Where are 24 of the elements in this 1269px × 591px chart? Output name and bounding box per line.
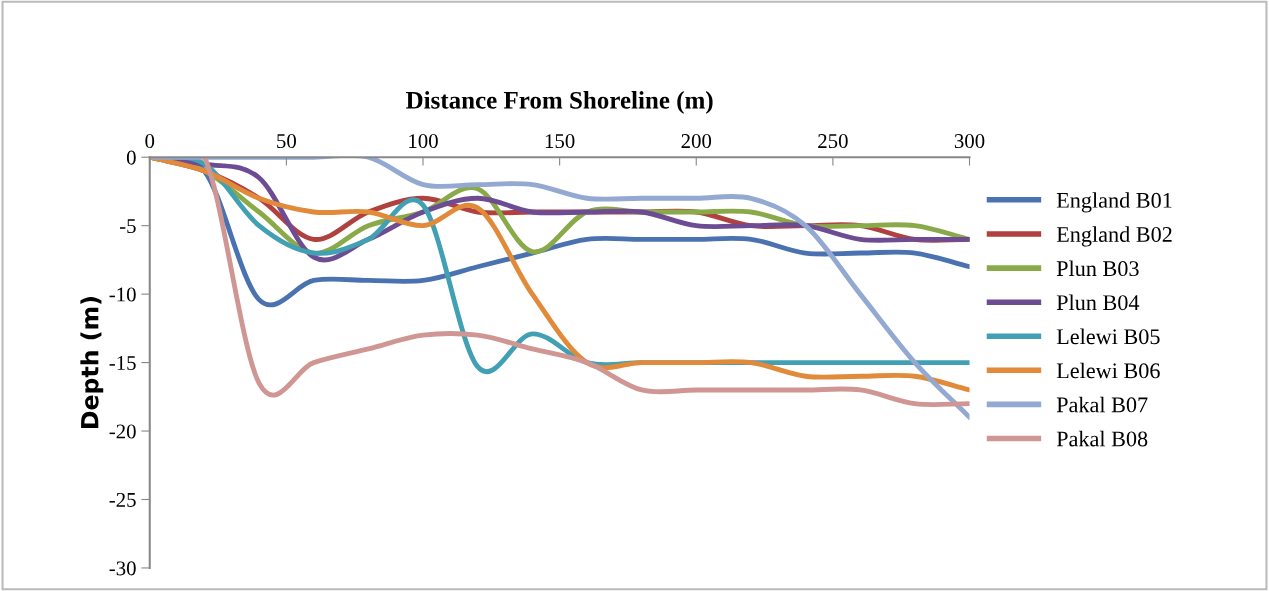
legend-label: Plun B03 (1056, 260, 1139, 277)
legend-label: England B02 (1056, 226, 1172, 247)
x-tick-label: 200 (681, 134, 712, 149)
y-tick-label: -5 (119, 219, 136, 234)
x-tick-label: 100 (409, 134, 438, 149)
legend-label: Plun B04 (1056, 294, 1140, 311)
y-axis-title: Depth (m) (80, 297, 104, 428)
y-tick-label: -15 (109, 356, 136, 371)
legend-label: Pakal B07 (1056, 396, 1148, 413)
x-tick-label: 0 (145, 134, 155, 149)
x-tick-label: 50 (277, 134, 296, 149)
legend-label: England B01 (1056, 192, 1172, 213)
x-tick-label: 250 (818, 134, 848, 149)
x-tick-label: 300 (954, 134, 985, 149)
x-axis-title: Distance From Shoreline (m) (406, 91, 713, 114)
x-tick-label: 150 (545, 134, 575, 149)
y-tick-label: -25 (109, 492, 136, 507)
y-tick-label: -30 (109, 561, 136, 576)
y-tick-label: -20 (109, 424, 136, 439)
legend-label: Lelewi B05 (1056, 328, 1160, 345)
y-tick-label: 0 (126, 150, 136, 165)
legend-label: Pakal B08 (1056, 430, 1148, 447)
y-tick-label: -10 (109, 287, 136, 302)
legend-label: Lelewi B06 (1056, 362, 1160, 379)
